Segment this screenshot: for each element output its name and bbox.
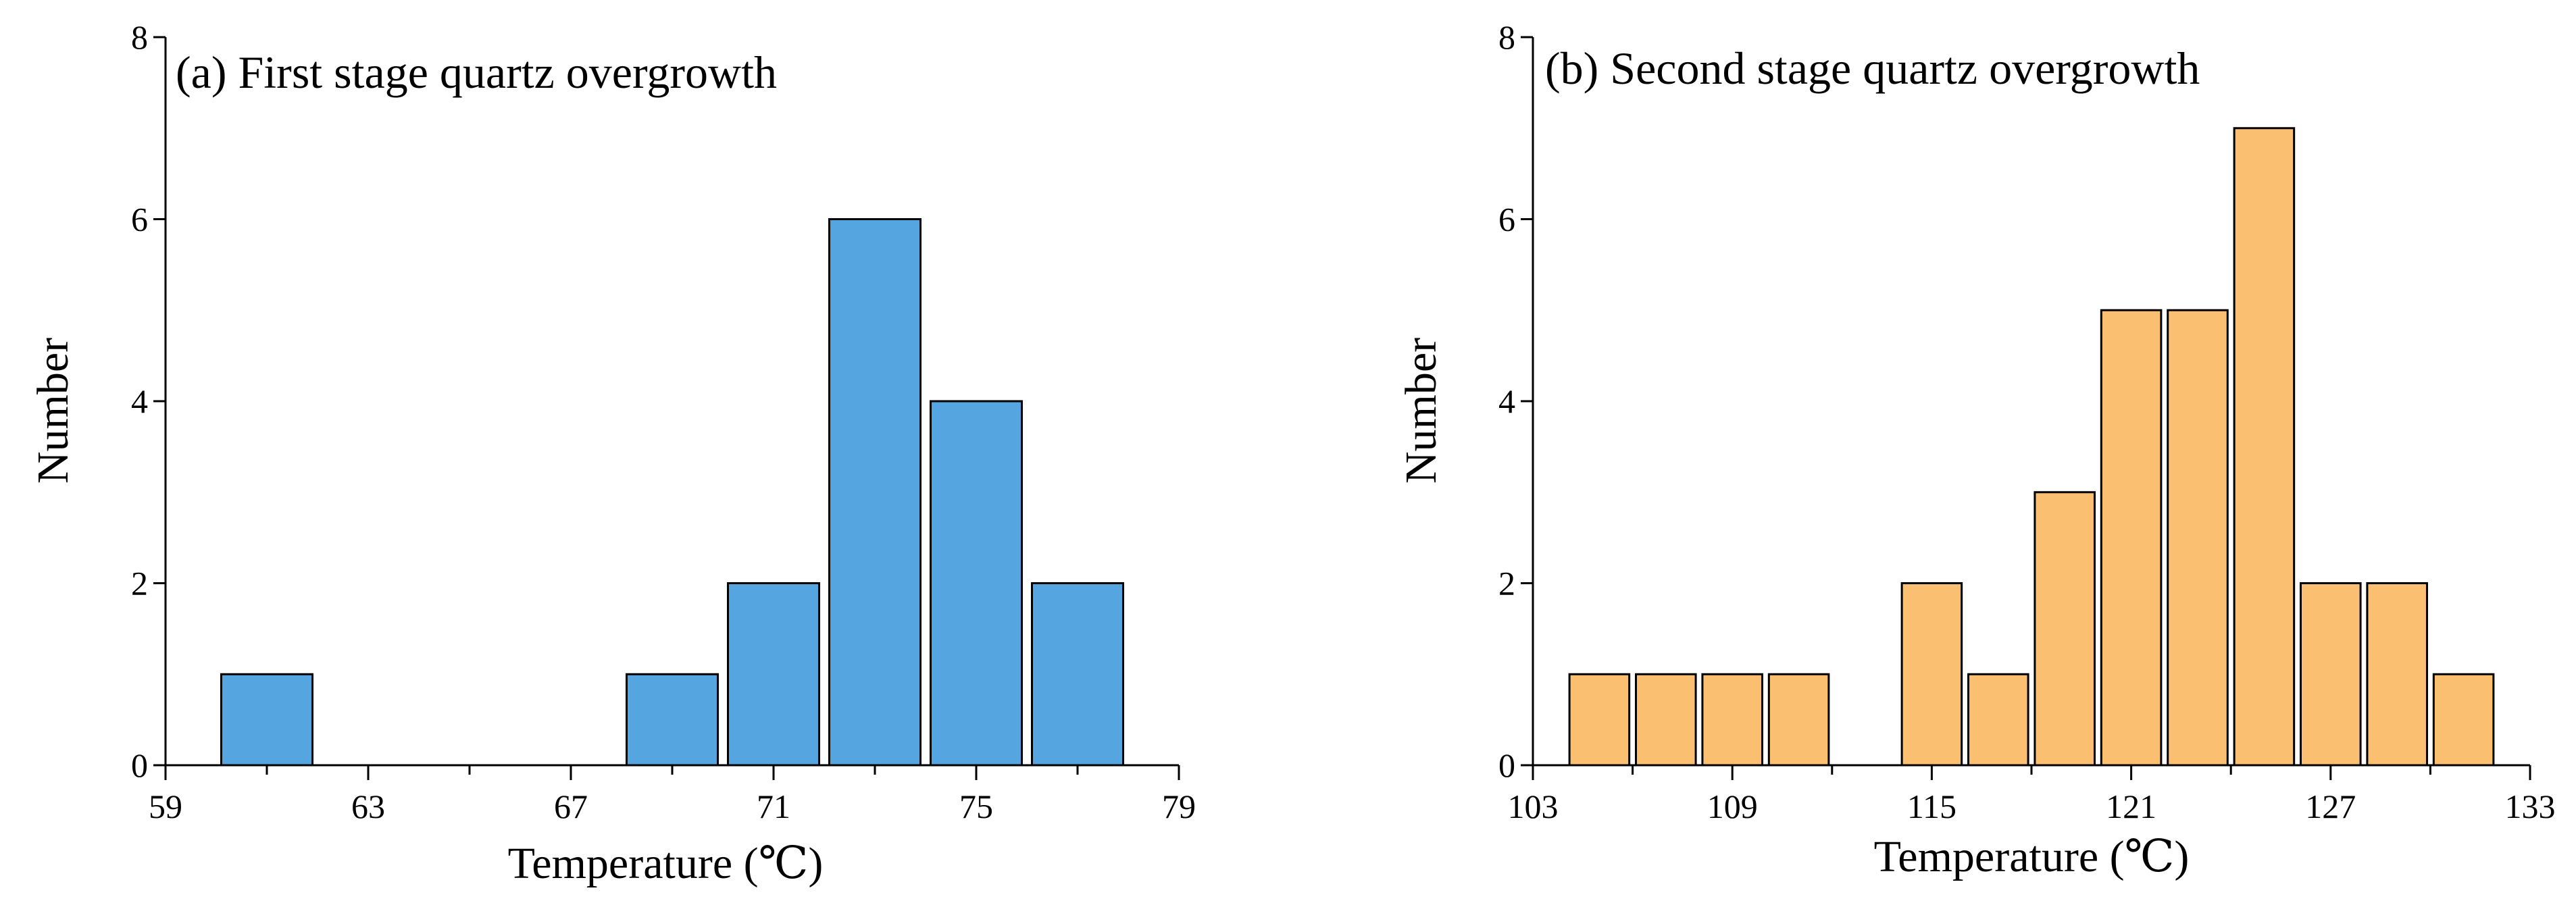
panel-b-y-tick-label-2: 4: [1498, 382, 1515, 420]
panel-b-bar-3: [1767, 673, 1830, 767]
panel-b-y-tick-label-0: 0: [1498, 746, 1515, 784]
panel-b-xlabel: Temperature (℃): [1874, 832, 2190, 881]
panel-a-bar-5: [1031, 582, 1124, 767]
panel-b-ylabel: Number: [1396, 338, 1446, 484]
panel-a-y-tick-label-4: 8: [131, 18, 148, 56]
panel-a-y-tick-label-1: 2: [131, 565, 148, 602]
panel-b-bar-10: [2300, 582, 2362, 767]
panel-a-bar-4: [930, 400, 1023, 767]
panel-b-x-tick-label-2: 115: [1907, 788, 1956, 825]
panel-b-y-tick-label-1: 2: [1498, 565, 1515, 602]
panel-a-y-tick-label-3: 6: [131, 201, 148, 238]
panel-b-y-tick-label-4: 8: [1498, 18, 1515, 56]
panel-b-bar-7: [2100, 309, 2163, 767]
panel-b-bar-5: [1967, 673, 2029, 767]
panel-b-bar-11: [2366, 582, 2428, 767]
panel-b-bar-9: [2233, 127, 2296, 767]
panel-a-x-tick-label-0: 59: [149, 788, 182, 825]
panel-b-axes: 0 2 4 6 8 103 109 115 121 127 133: [1498, 18, 2556, 825]
panel-b-y-tick-label-3: 6: [1498, 201, 1515, 238]
panel-a-ylabel: Number: [28, 338, 78, 484]
panel-b-x-tick-label-1: 109: [1707, 788, 1758, 825]
panel-a-x-tick-label-4: 75: [959, 788, 993, 825]
panel-a-bar-0: [220, 673, 313, 767]
panel-b-title: (b) Second stage quartz overgrowth: [1545, 43, 2200, 94]
panel-a-x-tick-label-2: 67: [554, 788, 588, 825]
panel-a-x-tick-label-5: 79: [1162, 788, 1196, 825]
panel-b: (b) Second stage quartz overgrowth Numbe…: [1396, 18, 2556, 881]
panel-a-x-tick-label-3: 71: [757, 788, 790, 825]
panel-b-bar-12: [2432, 673, 2495, 767]
panel-b-bars: [1568, 127, 2495, 767]
panel-a-axes: 0 2 4 6 8 59 63 67 71 75 79: [131, 18, 1196, 825]
panel-a: (a) First stage quartz overgrowth Number…: [28, 18, 1196, 888]
panel-b-bar-8: [2167, 309, 2229, 767]
panel-b-bar-0: [1568, 673, 1631, 767]
panel-a-bars: [220, 218, 1124, 767]
panel-b-bar-2: [1701, 673, 1763, 767]
panel-b-x-tick-label-5: 133: [2505, 788, 2556, 825]
panel-a-title: (a) First stage quartz overgrowth: [176, 47, 777, 98]
panel-a-bar-2: [727, 582, 820, 767]
panel-a-bar-1: [626, 673, 719, 767]
panel-b-bar-1: [1635, 673, 1697, 767]
panel-a-y-tick-label-0: 0: [131, 746, 148, 784]
panel-b-x-tick-label-0: 103: [1508, 788, 1559, 825]
panel-a-y-tick-label-2: 4: [131, 382, 148, 420]
panel-a-xlabel: Temperature (℃): [508, 839, 824, 888]
panel-b-x-tick-label-3: 121: [2106, 788, 2156, 825]
panel-b-bar-6: [2034, 491, 2096, 767]
panel-a-x-tick-label-1: 63: [351, 788, 385, 825]
panel-b-bar-4: [1900, 582, 1963, 767]
panel-a-bar-3: [828, 218, 921, 767]
panel-b-x-tick-label-4: 127: [2305, 788, 2356, 825]
